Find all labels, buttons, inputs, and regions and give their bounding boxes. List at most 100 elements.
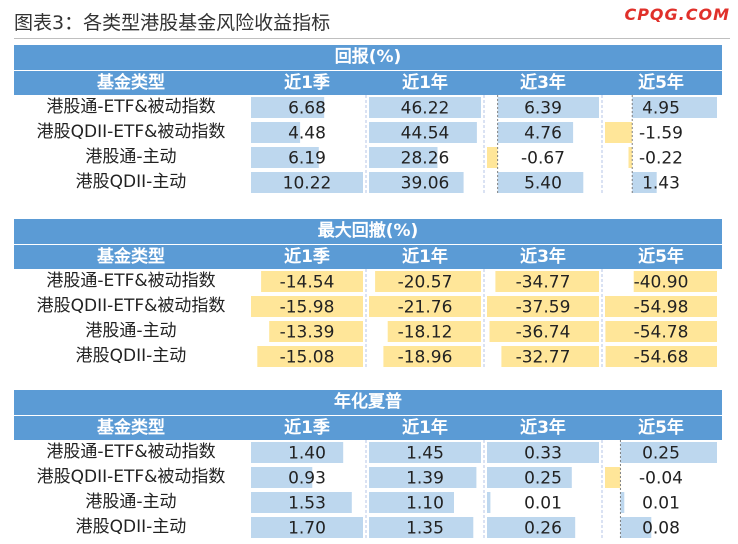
data-label: -36.74 xyxy=(516,323,571,343)
data-bar xyxy=(369,147,438,168)
data-bar xyxy=(605,122,633,143)
table-returns: 回报(%) 基金类型 近1季 近1年 近3年 近5年 港股通-ETF&被动指数 … xyxy=(14,45,722,195)
column-header: 近5年 xyxy=(638,418,684,438)
data-label: 28.26 xyxy=(401,149,450,169)
column-header: 近3年 xyxy=(520,73,566,93)
data-bar xyxy=(251,492,352,513)
data-label: 1.45 xyxy=(406,444,444,464)
data-label: -14.54 xyxy=(280,273,335,293)
data-bar xyxy=(369,467,477,488)
column-header: 近5年 xyxy=(638,73,684,93)
data-bar xyxy=(383,346,481,367)
row-labels: 港股通-ETF&被动指数 港股QDII-ETF&被动指数 港股通-主动 港股QD… xyxy=(14,269,248,369)
data-bar xyxy=(487,442,599,463)
data-bar xyxy=(269,321,363,342)
data-label: -0.22 xyxy=(639,149,683,169)
row-label: 港股QDII-主动 xyxy=(75,346,187,366)
page-title: 图表3：各类型港股基金风险收益指标 xyxy=(14,12,331,34)
column-header: 近1年 xyxy=(402,247,448,267)
data-label: -1.59 xyxy=(639,124,683,144)
data-label: 10.22 xyxy=(283,174,332,194)
data-bar xyxy=(369,442,481,463)
data-bar xyxy=(497,172,584,193)
table-title: 回报(%) xyxy=(14,45,722,70)
data-label: 1.53 xyxy=(288,494,326,514)
data-label: 44.54 xyxy=(401,124,450,144)
data-label: -0.04 xyxy=(639,469,683,489)
data-bar xyxy=(261,271,363,292)
data-label: -37.59 xyxy=(516,298,571,318)
data-label: -54.78 xyxy=(634,323,689,343)
data-bar xyxy=(369,122,477,143)
data-bar xyxy=(251,147,319,168)
table-title: 最大回撤(%) xyxy=(14,219,722,244)
column-header: 近1年 xyxy=(402,418,448,438)
data-bar xyxy=(632,172,657,193)
header-row: 基金类型 近1季 近1年 近3年 近5年 xyxy=(14,70,722,95)
data-label: 1.39 xyxy=(406,469,444,489)
data-label: -32.77 xyxy=(516,348,571,368)
data-label: 39.06 xyxy=(401,174,450,194)
data-bar xyxy=(497,122,574,143)
data-label: -54.68 xyxy=(634,348,689,368)
data-label: -21.76 xyxy=(398,298,453,318)
metric-area: 1.40 0.93 1.53 1.70 1.45 1.39 1.10 1.35 0.33 0.25… xyxy=(248,440,720,540)
data-bar xyxy=(632,97,717,118)
data-label: -15.08 xyxy=(280,348,335,368)
data-bar xyxy=(369,492,454,513)
data-label: 46.22 xyxy=(401,99,450,119)
data-label: 0.26 xyxy=(524,519,562,539)
data-bar xyxy=(628,147,633,168)
row-header-label: 基金类型 xyxy=(97,247,165,267)
data-bar xyxy=(251,172,363,193)
data-bar xyxy=(251,122,301,143)
row-label: 港股通-主动 xyxy=(85,492,177,512)
data-label: 1.10 xyxy=(406,494,444,514)
column-header: 近1年 xyxy=(402,73,448,93)
data-label: 4.76 xyxy=(524,124,562,144)
row-labels: 港股通-ETF&被动指数 港股QDII-ETF&被动指数 港股通-主动 港股QD… xyxy=(14,440,248,540)
data-bar xyxy=(487,467,572,488)
row-label: 港股QDII-ETF&被动指数 xyxy=(36,467,226,487)
databar-chart: 1.40 0.93 1.53 1.70 1.45 1.39 1.10 1.35 0.33 0.25… xyxy=(251,440,717,540)
row-label: 港股通-ETF&被动指数 xyxy=(46,271,216,291)
data-bar xyxy=(605,321,717,342)
data-label: 0.25 xyxy=(524,469,562,489)
data-bar xyxy=(605,296,717,317)
data-label: 1.35 xyxy=(406,519,444,539)
data-bar xyxy=(487,492,491,513)
databar-chart: 6.68 4.48 6.19 10.22 46.22 44.54 28.26 39.06 6.3… xyxy=(251,95,717,195)
column-header: 近1季 xyxy=(284,73,330,93)
table-max-drawdown: 最大回撤(%) 基金类型 近1季 近1年 近3年 近5年 港股通-ETF&被动指… xyxy=(14,219,722,369)
column-header: 近1季 xyxy=(284,247,330,267)
row-label: 港股通-主动 xyxy=(85,321,177,341)
row-labels: 港股通-ETF&被动指数 港股QDII-ETF&被动指数 港股通-主动 港股QD… xyxy=(14,95,248,195)
data-bar xyxy=(369,517,474,538)
data-bar xyxy=(487,147,498,168)
data-bar xyxy=(633,271,717,292)
data-label: 5.40 xyxy=(524,174,562,194)
data-bar xyxy=(620,517,652,538)
data-label: -13.39 xyxy=(280,323,335,343)
row-label: 港股通-主动 xyxy=(85,147,177,167)
row-label: 港股通-ETF&被动指数 xyxy=(46,97,216,117)
data-label: -34.77 xyxy=(516,273,571,293)
brand-logo: CPQG.COM xyxy=(624,5,730,24)
column-header: 近3年 xyxy=(520,247,566,267)
table-title: 年化夏普 xyxy=(14,390,722,415)
row-label: 港股QDII-ETF&被动指数 xyxy=(36,122,226,142)
data-label: 1.43 xyxy=(642,174,680,194)
data-bar xyxy=(497,97,599,118)
data-bar xyxy=(251,296,363,317)
metric-area: -14.54 -15.98 -13.39 -15.08 -20.57 -21.76 -18.… xyxy=(248,269,720,369)
data-bar xyxy=(375,271,481,292)
data-bar xyxy=(605,467,621,488)
data-label: 0.33 xyxy=(524,444,562,464)
row-label: 港股QDII-ETF&被动指数 xyxy=(36,296,226,316)
data-label: -0.67 xyxy=(521,149,565,169)
data-bar xyxy=(387,321,481,342)
data-label: 0.25 xyxy=(642,444,680,464)
header-row: 基金类型 近1季 近1年 近3年 近5年 xyxy=(14,244,722,269)
data-bar xyxy=(257,346,363,367)
row-header-label: 基金类型 xyxy=(97,73,165,93)
